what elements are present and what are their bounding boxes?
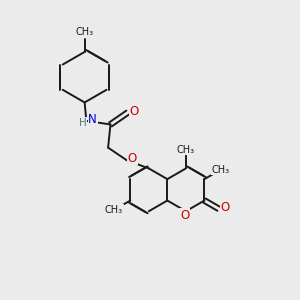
- Text: CH₃: CH₃: [105, 205, 123, 215]
- Text: O: O: [220, 201, 230, 214]
- Text: O: O: [128, 152, 137, 165]
- Text: N: N: [88, 113, 97, 126]
- Text: CH₃: CH₃: [212, 165, 230, 175]
- Text: O: O: [180, 209, 189, 222]
- Text: H: H: [79, 118, 86, 128]
- Text: CH₃: CH₃: [177, 145, 195, 155]
- Text: O: O: [130, 105, 139, 118]
- Text: CH₃: CH₃: [76, 27, 94, 37]
